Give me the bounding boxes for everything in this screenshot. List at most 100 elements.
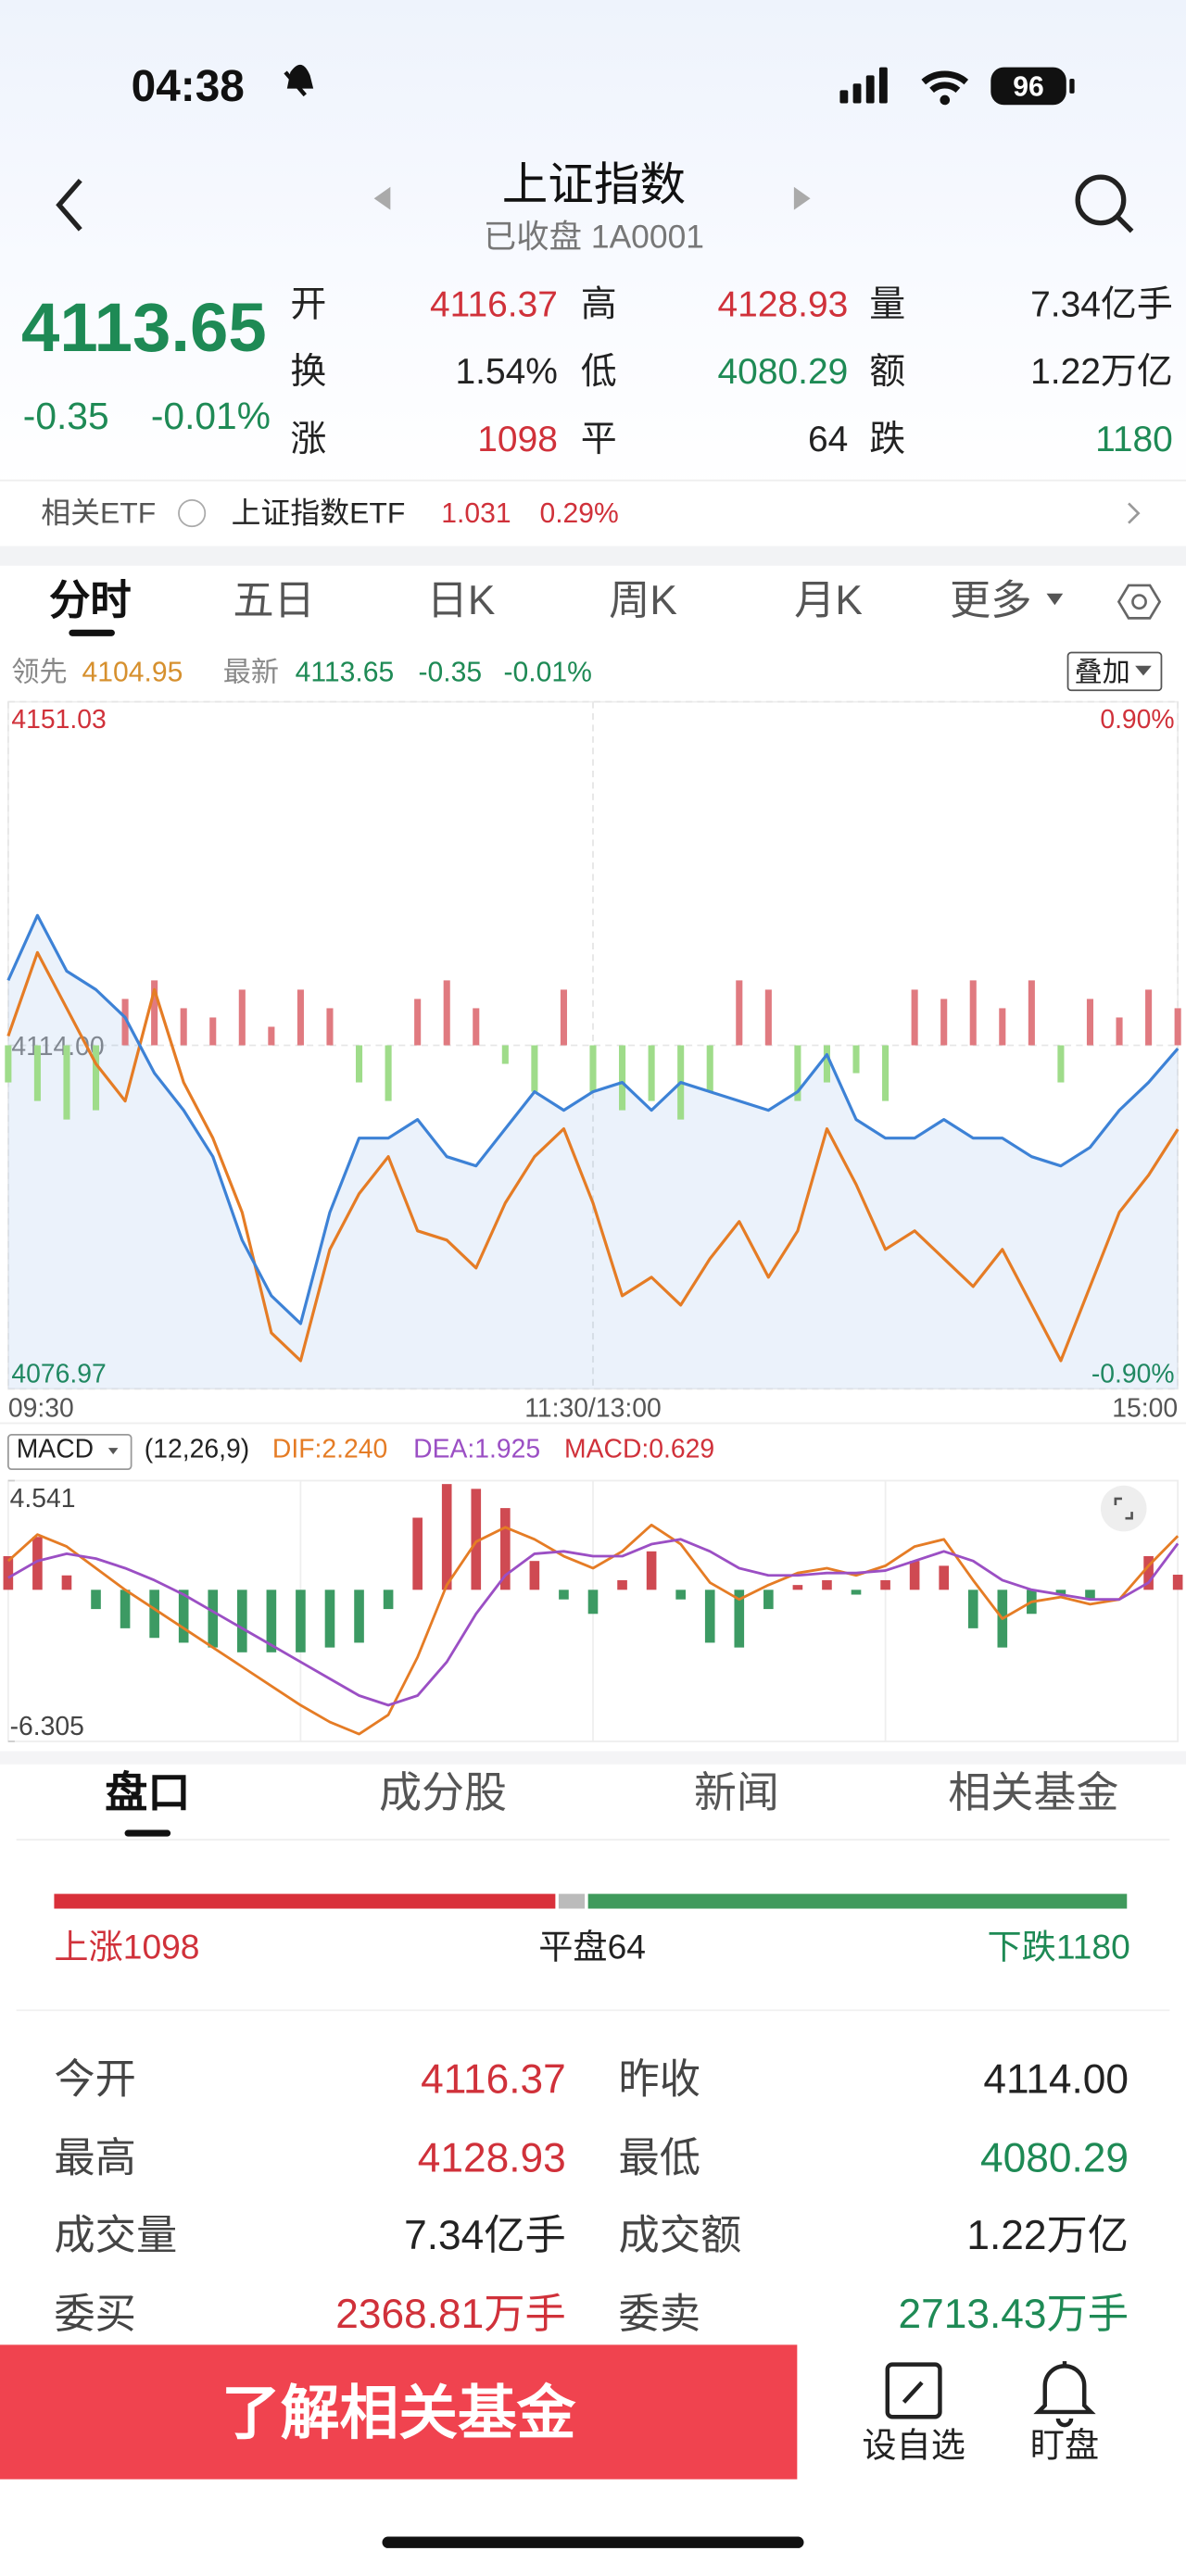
status-icons xyxy=(284,64,1075,106)
value: 1098 xyxy=(122,1929,200,1967)
histogram-bar xyxy=(3,1556,14,1590)
histogram-bar xyxy=(559,1590,569,1600)
field-label: 平 xyxy=(580,418,617,459)
histogram-bar xyxy=(939,1565,949,1590)
change-pct: -0.01% xyxy=(150,394,271,437)
fullscreen-icon[interactable] xyxy=(1100,1485,1147,1532)
panel-tab[interactable]: 相关基金 xyxy=(948,1767,1119,1817)
bar xyxy=(385,1045,392,1101)
breadth-flat xyxy=(558,1893,586,1909)
stat-value: 4128.93 xyxy=(417,2135,566,2181)
chart-tab[interactable]: 更多 xyxy=(950,577,1032,624)
bar xyxy=(443,980,450,1046)
next-icon[interactable] xyxy=(793,186,811,210)
histogram-bar xyxy=(266,1590,277,1652)
bar xyxy=(1057,1045,1065,1083)
action-label[interactable]: 盯盘 xyxy=(1029,2427,1100,2466)
bar xyxy=(209,1017,217,1046)
bar xyxy=(1174,1008,1181,1046)
bar xyxy=(1086,999,1094,1046)
legend-name: 领先 xyxy=(11,656,68,688)
legend-value: 4104.95 xyxy=(82,656,183,688)
etf-price: 1.031 xyxy=(441,497,511,529)
histogram-bar xyxy=(646,1551,657,1590)
alert-icon[interactable] xyxy=(1033,2361,1096,2428)
chevron[interactable] xyxy=(1128,502,1141,524)
panel-tab[interactable]: 成分股 xyxy=(378,1767,508,1817)
indicator-select[interactable] xyxy=(6,1434,132,1470)
bar xyxy=(648,1045,655,1101)
histogram-bar xyxy=(324,1590,335,1648)
bar xyxy=(736,980,743,1046)
field-label: 低 xyxy=(580,350,617,393)
y-tick-label: 4151.03 xyxy=(11,705,106,735)
histogram-bar xyxy=(354,1590,364,1643)
bar xyxy=(268,1026,275,1046)
histogram-bar xyxy=(1085,1590,1095,1600)
histogram-bar xyxy=(412,1517,423,1590)
overlay-button[interactable]: 叠加 xyxy=(1074,656,1130,688)
bar xyxy=(1116,1017,1123,1046)
field-label: 涨 xyxy=(290,418,327,459)
indicator-name[interactable]: MACD xyxy=(16,1436,95,1464)
histogram-bar xyxy=(734,1590,745,1648)
action-label[interactable]: 设自选 xyxy=(862,2427,965,2466)
label: 上涨 xyxy=(54,1929,123,1967)
panel-tab[interactable]: 盘口 xyxy=(105,1767,191,1817)
bar xyxy=(296,989,304,1046)
breadth-down xyxy=(587,1893,1128,1909)
breadth-flat: 平盘64 xyxy=(538,1930,646,1965)
histogram-bar xyxy=(529,1561,540,1590)
stat-label: 最高 xyxy=(54,2135,136,2181)
info-icon[interactable] xyxy=(178,499,207,528)
histogram-bar xyxy=(471,1489,482,1590)
cta-label[interactable]: 了解相关基金 xyxy=(221,2379,576,2447)
histogram-bar xyxy=(1055,1590,1066,1595)
field-label: 换 xyxy=(290,350,327,393)
clock: 04:38 xyxy=(131,61,245,111)
bar xyxy=(355,1045,363,1083)
bar xyxy=(238,989,246,1046)
chart-tab[interactable]: 月K xyxy=(794,577,863,624)
panel-tab[interactable]: 新闻 xyxy=(693,1767,779,1817)
line xyxy=(6,950,1180,1363)
back-icon[interactable] xyxy=(56,178,82,232)
y2-tick-label: -0.90% xyxy=(1091,1359,1175,1389)
chart-tab[interactable]: 日K xyxy=(426,577,496,624)
field-label: 额 xyxy=(869,350,906,393)
watchlist-icon[interactable] xyxy=(885,2362,942,2419)
bar xyxy=(560,989,567,1046)
bar xyxy=(1028,980,1035,1046)
chart-tab[interactable]: 周K xyxy=(609,577,677,624)
histogram-bar xyxy=(617,1579,627,1590)
histogram-bar xyxy=(296,1590,306,1652)
histogram-bar xyxy=(383,1590,394,1610)
indicator-params: (12,26,9) xyxy=(144,1436,250,1464)
bar xyxy=(121,999,129,1046)
histogram-bar xyxy=(441,1484,452,1590)
histogram-bar xyxy=(236,1590,247,1652)
bar xyxy=(326,1008,334,1046)
histogram-bar xyxy=(909,1561,920,1590)
bar xyxy=(823,1045,830,1083)
tab-indicator xyxy=(69,629,115,636)
etf-name[interactable]: 上证指数ETF xyxy=(231,496,406,530)
overlay-button-frame[interactable] xyxy=(1066,651,1163,692)
chart-tab[interactable]: 五日 xyxy=(233,577,315,624)
field-value: 4080.29 xyxy=(717,350,849,393)
cta-button[interactable] xyxy=(0,2344,798,2480)
stat-label: 委卖 xyxy=(618,2292,700,2338)
stat-value: 4080.29 xyxy=(980,2135,1129,2181)
y-tick-label: 4114.00 xyxy=(11,1032,104,1062)
field-value: 1.22万亿 xyxy=(1030,350,1173,393)
bar xyxy=(63,1045,70,1120)
value: 1180 xyxy=(1055,1929,1130,1967)
settings-icon[interactable] xyxy=(1117,584,1162,620)
legend-change-pct: -0.01% xyxy=(503,656,592,688)
chart-tab[interactable]: 分时 xyxy=(49,577,132,624)
field-label: 量 xyxy=(869,283,906,325)
stat-value: 2368.81万手 xyxy=(335,2292,566,2338)
search-icon[interactable] xyxy=(1075,174,1134,233)
prev-icon[interactable] xyxy=(373,186,391,210)
